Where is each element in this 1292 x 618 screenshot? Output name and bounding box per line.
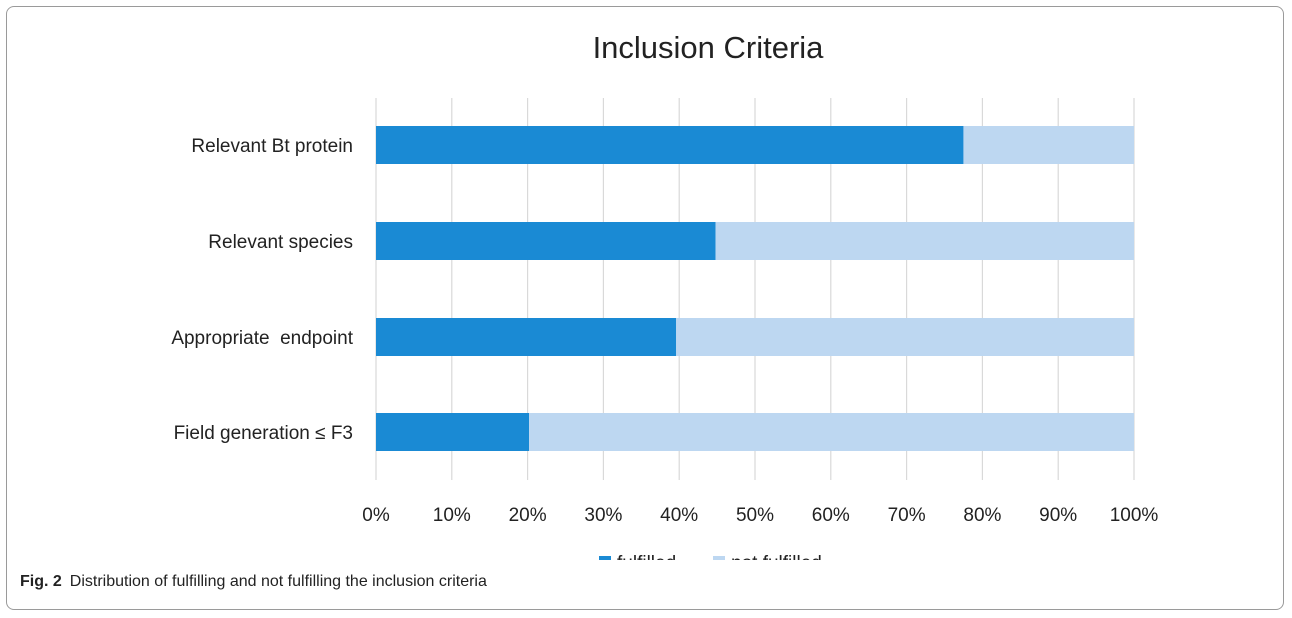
caption-text: Distribution of fulfilling and not fulfi…	[69, 573, 487, 590]
x-tick-label: 30%	[584, 505, 622, 526]
x-tick-label: 100%	[1110, 505, 1159, 526]
bar-fulfilled	[376, 222, 716, 260]
x-tick-label: 10%	[433, 505, 471, 526]
legend-swatch	[599, 556, 611, 560]
category-label: Appropriate endpoint	[171, 328, 353, 349]
x-tick-label: 0%	[362, 505, 390, 526]
bar-fulfilled	[376, 318, 677, 356]
category-label: Relevant Bt protein	[191, 136, 353, 157]
bar-not-fulfilled	[715, 222, 1134, 260]
x-tick-label: 80%	[963, 505, 1001, 526]
x-tick-label: 40%	[660, 505, 698, 526]
x-tick-label: 90%	[1039, 505, 1077, 526]
x-tick-label: 60%	[812, 505, 850, 526]
legend-label: fulfilled	[617, 553, 676, 560]
figure-caption: Fig. 2 Distribution of fulfilling and not…	[20, 573, 487, 591]
x-tick-label: 50%	[736, 505, 774, 526]
x-tick-labels: 0% 10% 20% 30% 40% 50% 60% 70% 80% 90% 100%	[362, 505, 1158, 526]
category-label: Field generation ≤ F3	[174, 423, 353, 444]
legend: fulfilled not fulfilled	[599, 553, 822, 560]
chart-title: Inclusion Criteria	[593, 30, 825, 65]
stacked-bar-chart: Inclusion Criteria Relevant Bt proteinRe…	[171, 30, 1158, 560]
legend-swatch	[713, 556, 725, 560]
bar-not-fulfilled	[529, 413, 1134, 451]
x-tick-label: 70%	[888, 505, 926, 526]
bar-fulfilled	[376, 413, 530, 451]
category-label: Relevant species	[208, 232, 353, 253]
bar-not-fulfilled	[963, 126, 1134, 164]
x-tick-label: 20%	[509, 505, 547, 526]
figure-frame	[6, 6, 1284, 610]
category-labels: Relevant Bt protein Relevant species Appro…	[171, 136, 353, 444]
legend-label: not fulfilled	[731, 553, 822, 560]
bars	[376, 126, 1134, 451]
bar-fulfilled	[376, 126, 964, 164]
bar-not-fulfilled	[676, 318, 1134, 356]
caption-label: Fig. 2	[20, 573, 62, 590]
